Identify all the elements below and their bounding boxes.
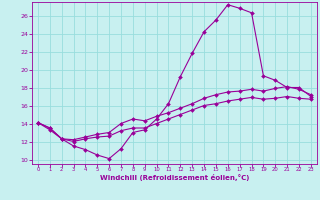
X-axis label: Windchill (Refroidissement éolien,°C): Windchill (Refroidissement éolien,°C) — [100, 174, 249, 181]
